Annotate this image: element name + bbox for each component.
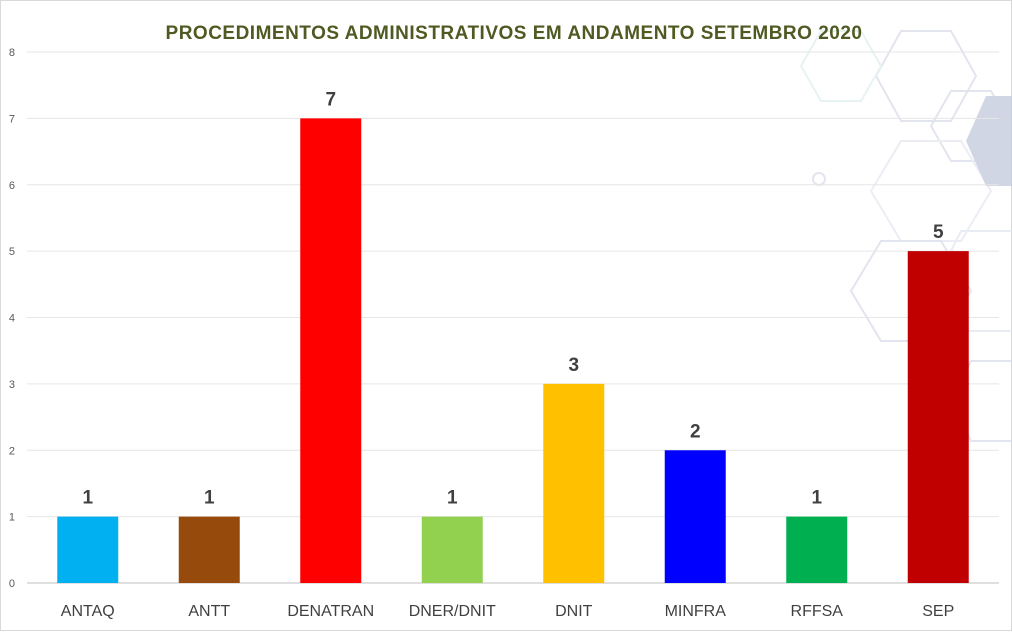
x-category-label: SEP bbox=[922, 603, 954, 620]
y-tick-label: 2 bbox=[9, 445, 15, 457]
y-tick-label: 0 bbox=[9, 578, 15, 590]
bar-denatran bbox=[300, 118, 362, 583]
data-label: 1 bbox=[204, 488, 215, 509]
x-category-label: DNER/DNIT bbox=[409, 603, 496, 620]
bar-minfra bbox=[664, 450, 726, 583]
x-category-label: ANTT bbox=[188, 603, 230, 620]
bar-antaq bbox=[57, 516, 119, 583]
x-category-label: DENATRAN bbox=[287, 603, 374, 620]
data-label: 2 bbox=[690, 421, 701, 442]
x-category-label: RFFSA bbox=[791, 603, 844, 620]
bar-rffsa bbox=[786, 516, 848, 583]
data-label: 1 bbox=[811, 488, 822, 509]
y-tick-label: 5 bbox=[9, 246, 15, 258]
data-label: 5 bbox=[933, 222, 944, 243]
data-label: 7 bbox=[325, 89, 336, 110]
y-tick-label: 7 bbox=[9, 113, 15, 125]
bar-sep bbox=[907, 251, 969, 583]
y-tick-label: 6 bbox=[9, 180, 15, 192]
x-category-label: ANTAQ bbox=[61, 603, 115, 620]
data-label: 1 bbox=[82, 488, 93, 509]
hexagon-background-decoration bbox=[799, 30, 1012, 442]
bar-antt bbox=[178, 516, 240, 583]
bar-dner-dnit bbox=[421, 516, 483, 583]
y-tick-label: 4 bbox=[9, 313, 15, 325]
y-tick-label: 8 bbox=[9, 47, 15, 59]
data-label: 1 bbox=[447, 488, 458, 509]
y-tick-label: 1 bbox=[9, 512, 15, 524]
y-tick-label: 3 bbox=[9, 379, 15, 391]
data-label: 3 bbox=[568, 355, 579, 376]
bar-dnit bbox=[543, 383, 605, 583]
x-category-label: DNIT bbox=[555, 603, 593, 620]
chart-title: PROCEDIMENTOS ADMINISTRATIVOS EM ANDAMEN… bbox=[166, 23, 863, 44]
x-category-label: MINFRA bbox=[665, 603, 727, 620]
